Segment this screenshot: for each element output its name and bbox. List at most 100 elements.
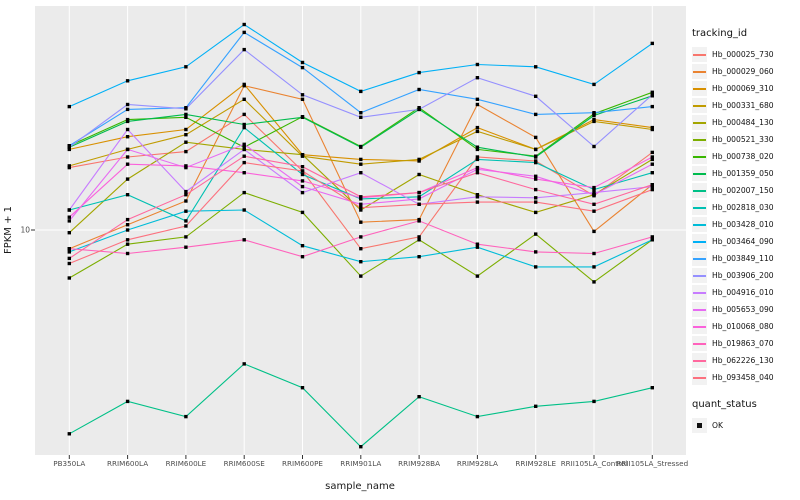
data-point xyxy=(67,147,71,152)
data-point xyxy=(242,82,246,87)
x-axis-tick-labels: PB350LA RRIM600LA RRIM600LE RRIM600SE RRIM60… xyxy=(53,459,688,468)
legend-key-line-icon xyxy=(692,234,707,249)
y-axis-title: FPKM + 1 xyxy=(3,206,14,254)
x-tick-label: RRIM928LE xyxy=(515,459,556,468)
data-point xyxy=(125,223,130,227)
data-point xyxy=(592,190,596,195)
data-point xyxy=(592,187,596,192)
data-point xyxy=(359,247,363,251)
legend-item: Hb_000331_680 xyxy=(692,97,798,114)
data-point xyxy=(67,164,71,168)
data-point xyxy=(592,193,596,197)
legend-key-line-icon xyxy=(692,183,707,198)
data-point xyxy=(417,172,421,177)
legend-item: Hb_005653_090 xyxy=(692,301,798,318)
data-point xyxy=(534,200,538,204)
x-tick-label: RRIM600LA xyxy=(107,459,148,468)
data-point xyxy=(184,224,188,228)
legend-item: Hb_000029_060 xyxy=(692,63,798,80)
legend-key-line-icon xyxy=(692,47,707,62)
legend-key-line-icon xyxy=(692,268,707,283)
data-point xyxy=(67,256,71,261)
data-point xyxy=(592,117,596,122)
data-point xyxy=(650,41,654,46)
data-point xyxy=(534,147,538,152)
data-point xyxy=(242,122,246,127)
data-point xyxy=(475,147,480,152)
data-point xyxy=(592,113,596,118)
data-point xyxy=(359,195,363,199)
data-point xyxy=(184,189,188,194)
data-point xyxy=(67,145,71,149)
legend-key-line-icon xyxy=(692,166,707,181)
data-point xyxy=(650,171,654,175)
x-axis-title: sample_name xyxy=(325,481,395,492)
data-point xyxy=(300,153,305,157)
x-tick-label: RRII105LA_Control xyxy=(561,459,628,468)
data-point xyxy=(184,219,188,223)
data-point xyxy=(184,235,188,239)
data-point xyxy=(67,219,71,223)
legend-item-label: Hb_010068_080 xyxy=(712,322,774,331)
data-point xyxy=(359,157,363,162)
y-axis-tick-label: 10 xyxy=(20,226,30,235)
data-point xyxy=(67,104,71,109)
legend-title-tracking-id: tracking_id xyxy=(692,28,748,39)
legend-item-label: Hb_002818_030 xyxy=(712,203,774,212)
data-point xyxy=(417,255,421,259)
data-point xyxy=(242,154,246,158)
legend-item-label: Hb_000738_020 xyxy=(712,152,774,161)
data-point xyxy=(242,125,246,130)
data-point xyxy=(242,47,246,52)
data-point xyxy=(242,171,246,175)
data-point xyxy=(300,93,305,97)
data-point xyxy=(242,22,246,27)
data-point xyxy=(475,145,480,149)
legend-item-label: Hb_005653_090 xyxy=(712,305,774,314)
data-point xyxy=(359,89,363,94)
data-point xyxy=(125,242,130,246)
data-point xyxy=(125,238,130,242)
legend-item: Hb_003428_010 xyxy=(692,216,798,233)
data-point xyxy=(534,94,538,98)
series-points xyxy=(67,22,654,449)
data-point xyxy=(534,112,538,117)
legend-key-line-icon xyxy=(692,217,707,232)
legend-item-label: Hb_002007_150 xyxy=(712,186,774,195)
data-point xyxy=(125,217,130,222)
data-point xyxy=(592,229,596,234)
data-point xyxy=(475,62,480,67)
data-point xyxy=(125,251,130,256)
x-tick-label: PB350LA xyxy=(53,459,85,468)
data-point xyxy=(475,245,480,249)
x-tick-label: RRIM600SE xyxy=(224,459,266,468)
data-point xyxy=(592,202,596,206)
data-point xyxy=(359,202,363,206)
data-point xyxy=(650,238,654,242)
legend-item: Hb_003906_200 xyxy=(692,267,798,284)
data-point xyxy=(534,187,538,192)
data-point xyxy=(650,183,654,187)
data-point xyxy=(359,274,363,278)
data-point xyxy=(534,160,538,165)
legend-item: Hb_003464_090 xyxy=(692,233,798,250)
data-point xyxy=(534,265,538,269)
legend-item-label: Hb_003906_200 xyxy=(712,271,774,280)
data-point xyxy=(417,157,421,162)
data-point xyxy=(184,112,188,117)
data-point xyxy=(534,135,538,140)
legend-item-label: Hb_000521_330 xyxy=(712,135,774,144)
data-point xyxy=(475,165,480,170)
data-point xyxy=(475,195,480,199)
legend-key-line-icon xyxy=(692,81,707,96)
data-point xyxy=(300,97,305,101)
data-point xyxy=(417,190,421,195)
data-point xyxy=(125,107,130,112)
data-point xyxy=(650,125,654,130)
data-point xyxy=(242,208,246,212)
data-point xyxy=(475,167,480,171)
data-point xyxy=(592,399,596,404)
data-point xyxy=(475,102,480,107)
data-point xyxy=(242,142,246,146)
legend-item-label: Hb_019863_070 xyxy=(712,339,774,348)
